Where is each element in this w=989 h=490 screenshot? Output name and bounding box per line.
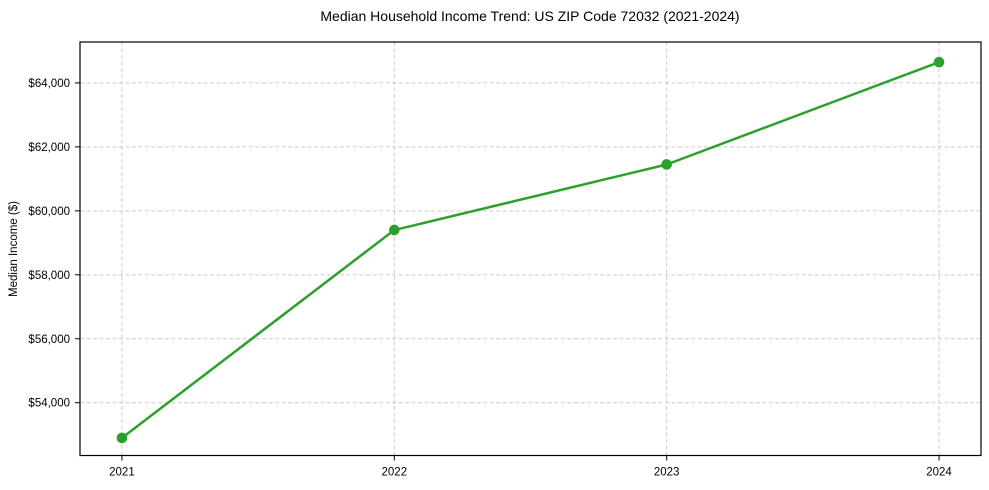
y-tick-label: $54,000 — [28, 398, 70, 410]
axis-layer: $54,000 $56,000 $58,000 $60,000 $62,000 $64,0… — [28, 41, 982, 479]
grid-layer — [80, 42, 981, 456]
y-tick-label: $60,000 — [28, 206, 70, 218]
plot-border — [79, 41, 982, 457]
x-tick-label: 2023 — [654, 467, 680, 479]
y-tick-label: $58,000 — [28, 270, 70, 282]
data-point-marker — [661, 159, 672, 170]
trend-line — [120, 60, 941, 440]
y-tick-label: $56,000 — [28, 334, 70, 346]
data-point-marker — [116, 432, 128, 444]
data-point-marker — [933, 56, 945, 68]
chart-title: Median Household Income Trend: US ZIP Co… — [320, 8, 739, 24]
y-tick-label: $64,000 — [28, 78, 70, 90]
x-tick-label: 2022 — [382, 467, 408, 479]
x-tick-label: 2021 — [109, 467, 135, 479]
x-tick-label: 2024 — [926, 467, 952, 479]
y-tick-label: $62,000 — [28, 142, 70, 154]
data-point-marker — [389, 224, 400, 236]
y-axis-label: Median Income ($) — [8, 201, 20, 297]
series-layer — [116, 56, 945, 444]
